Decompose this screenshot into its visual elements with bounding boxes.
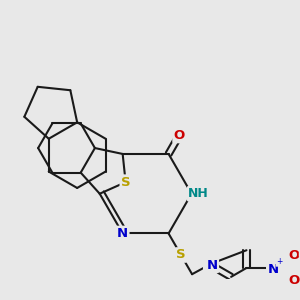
Text: N: N bbox=[268, 263, 279, 276]
Text: N: N bbox=[207, 259, 218, 272]
Text: N: N bbox=[117, 227, 128, 240]
Text: S: S bbox=[176, 248, 186, 262]
Text: NH: NH bbox=[188, 187, 209, 200]
Text: N: N bbox=[204, 261, 215, 274]
Text: O: O bbox=[174, 129, 185, 142]
Text: −: − bbox=[299, 248, 300, 256]
Text: O: O bbox=[289, 249, 300, 262]
Text: O: O bbox=[289, 274, 300, 287]
Text: S: S bbox=[121, 176, 130, 189]
Text: +: + bbox=[276, 257, 283, 266]
